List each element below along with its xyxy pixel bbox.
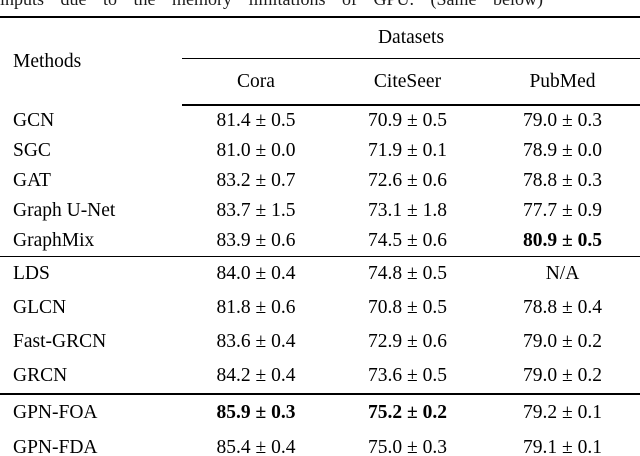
citeseer-value-cell: 74.8 ± 0.5 [368,263,447,284]
table-row-graph-u-net: Graph U-Net 83.7 ± 1.5 73.1 ± 1.8 77.7 ±… [0,196,640,226]
citeseer-value-cell: 71.9 ± 0.1 [368,140,447,161]
table-caption-text: inputs due to the memory limitations of … [0,0,640,10]
method-cell: GLCN [13,297,67,318]
cora-value-cell: 83.9 ± 0.6 [182,226,330,257]
pubmed-value-cell: 78.9 ± 0.0 [523,140,602,161]
column-header-pubmed: PubMed [485,58,640,106]
cora-value-cell: 83.7 ± 1.5 [216,200,296,221]
pubmed-value-cell: 79.1 ± 0.1 [485,430,640,456]
citeseer-value-cell: 73.6 ± 0.5 [330,359,485,395]
pubmed-value-cell: 79.0 ± 0.2 [485,359,640,395]
method-cell: Fast-GRCN [13,331,107,352]
pubmed-value-cell: 80.9 ± 0.5 [485,226,640,257]
cora-value-cell: 83.6 ± 0.4 [216,331,296,352]
pubmed-value-cell: N/A [545,263,580,284]
methods-header: Methods [0,16,182,105]
method-cell: LDS [13,263,50,284]
cora-value-cell: 84.0 ± 0.4 [216,263,296,284]
method-cell: GAT [13,170,51,191]
proposed-method-group: GPN-FOA 85.9 ± 0.3 75.2 ± 0.2 79.2 ± 0.1… [0,394,640,456]
pubmed-value-cell: 78.8 ± 0.3 [523,170,602,191]
method-cell: GPN-FOA [13,401,98,423]
pubmed-value-cell: 79.0 ± 0.3 [523,110,602,131]
table-row-gpn-foa: GPN-FOA 85.9 ± 0.3 75.2 ± 0.2 79.2 ± 0.1 [0,394,640,430]
cora-value-cell: 81.8 ± 0.6 [216,297,296,318]
table-row-gat: GAT 83.2 ± 0.7 72.6 ± 0.6 78.8 ± 0.3 [0,166,640,196]
table-row-sgc: SGC 81.0 ± 0.0 71.9 ± 0.1 78.9 ± 0.0 [0,136,640,166]
method-cell: GraphMix [0,226,182,257]
method-cell: GPN-FDA [0,430,182,456]
cora-value-cell: 85.9 ± 0.3 [216,401,296,423]
pubmed-value-cell: 77.7 ± 0.9 [523,200,602,221]
citeseer-value-cell: 75.2 ± 0.2 [368,401,447,423]
column-header-cora: Cora [182,58,330,106]
table-header: Methods Datasets Cora CiteSeer PubMed [0,16,640,106]
citeseer-value-cell: 75.0 ± 0.3 [330,430,485,456]
column-header-citeseer: CiteSeer [330,58,485,106]
baseline-gnn-group: GCN 81.4 ± 0.5 70.9 ± 0.5 79.0 ± 0.3 SGC… [0,105,640,257]
citeseer-value-cell: 70.8 ± 0.5 [368,297,447,318]
table-row-gpn-fda: GPN-FDA 85.4 ± 0.4 75.0 ± 0.3 79.1 ± 0.1 [0,430,640,456]
method-cell: GCN [13,109,55,131]
header-row-columns: Cora CiteSeer PubMed [0,58,640,106]
citeseer-value-cell: 70.9 ± 0.5 [368,110,447,131]
cora-value-cell: 81.4 ± 0.5 [216,110,296,131]
cora-value-cell: 84.2 ± 0.4 [182,359,330,395]
citeseer-value-cell: 73.1 ± 1.8 [368,200,447,221]
header-row-datasets: Methods Datasets [0,16,640,105]
citeseer-value-cell: 74.5 ± 0.6 [330,226,485,257]
table-caption-fragment: inputs due to the memory limitations of … [0,0,640,10]
table-row-glcn: GLCN 81.8 ± 0.6 70.8 ± 0.5 78.8 ± 0.4 [0,291,640,325]
table-row-grcn: GRCN 84.2 ± 0.4 73.6 ± 0.5 79.0 ± 0.2 [0,359,640,395]
pubmed-value-cell: 78.8 ± 0.4 [523,297,602,318]
pubmed-value-cell: 79.0 ± 0.2 [523,331,602,352]
datasets-header: Datasets [182,16,640,59]
cora-value-cell: 83.2 ± 0.7 [216,170,296,191]
table-row-fast-grcn: Fast-GRCN 83.6 ± 0.4 72.9 ± 0.6 79.0 ± 0… [0,325,640,359]
method-cell: SGC [13,140,51,161]
method-cell: Graph U-Net [13,200,116,221]
cora-value-cell: 81.0 ± 0.0 [216,140,296,161]
pubmed-value-cell: 79.2 ± 0.1 [523,401,602,423]
graph-learning-group: LDS 84.0 ± 0.4 74.8 ± 0.5 N/A GLCN 81.8 … [0,257,640,395]
cora-value-cell: 85.4 ± 0.4 [182,430,330,456]
table-row-gcn: GCN 81.4 ± 0.5 70.9 ± 0.5 79.0 ± 0.3 [0,105,640,136]
table-row-lds: LDS 84.0 ± 0.4 74.8 ± 0.5 N/A [0,257,640,292]
citeseer-value-cell: 72.6 ± 0.6 [368,170,447,191]
method-cell: GRCN [0,359,182,395]
results-table: Methods Datasets Cora CiteSeer PubMed GC… [0,16,640,456]
table-row-graphmix: GraphMix 83.9 ± 0.6 74.5 ± 0.6 80.9 ± 0.… [0,226,640,257]
citeseer-value-cell: 72.9 ± 0.6 [368,331,447,352]
